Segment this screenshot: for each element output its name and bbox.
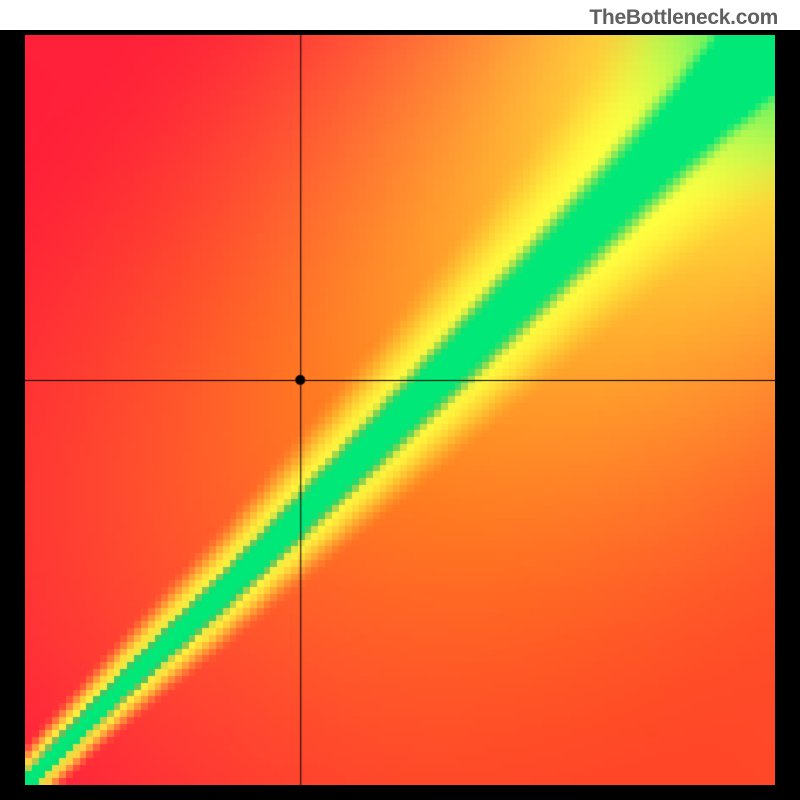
heatmap-canvas xyxy=(25,35,775,785)
watermark-text: TheBottleneck.com xyxy=(589,6,778,30)
heatmap-canvas-wrap xyxy=(25,35,775,785)
